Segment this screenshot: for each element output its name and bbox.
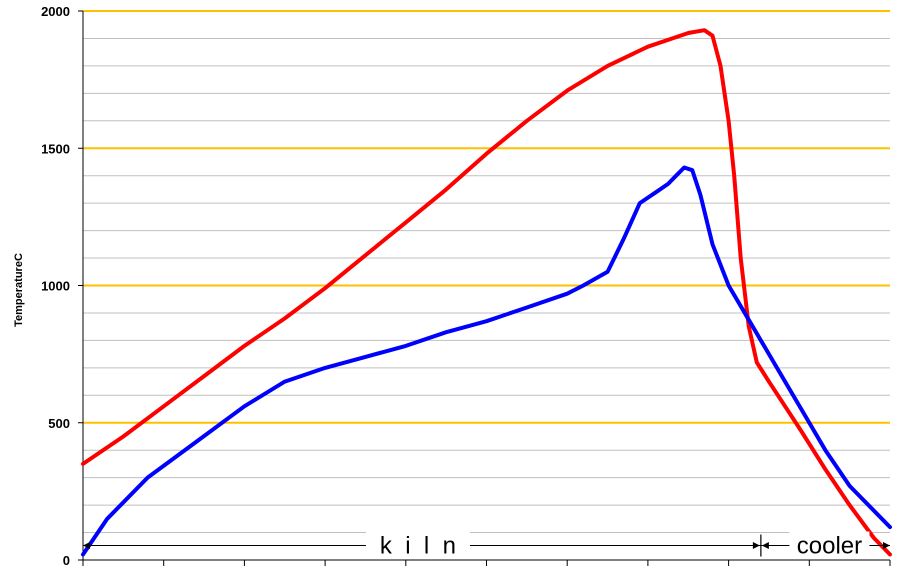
y-tick-label: 1000 [41,279,70,294]
x-axis [82,559,891,566]
y-tick-label: 2000 [41,4,70,19]
series-layer [81,28,892,557]
grid [83,10,890,534]
segment-label: k i l n [380,533,456,560]
segment-label-bg [365,531,470,558]
y-tick-label: 1500 [41,141,70,156]
segment-label-bg [789,531,870,558]
series-line-2 [81,165,892,557]
segment-label: cooler [797,533,862,560]
arrowhead-kiln-right [752,542,760,550]
series-line-1 [81,28,892,557]
segment-annotations: k i l n cooler [83,531,890,560]
y-axis: 0 500 1000 1500 2000 [41,4,84,568]
y-tick-label: 500 [48,416,70,431]
arrowhead-right [883,542,890,550]
arrowhead-cooler-left [761,542,769,550]
y-axis-label: TemperatureC [13,253,25,327]
arrowhead-left [83,542,90,550]
y-tick-label: 0 [63,553,70,568]
